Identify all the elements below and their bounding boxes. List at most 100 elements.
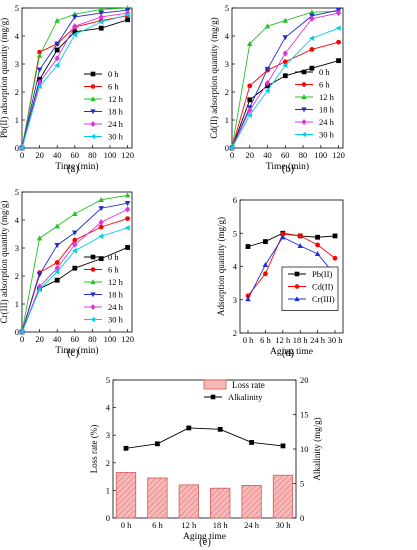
y2-tick-label: 0 (300, 513, 304, 523)
x-tick-label: 6 h (260, 335, 271, 345)
data-point (335, 25, 341, 31)
legend-label: 18 h (319, 105, 335, 115)
data-point (98, 6, 104, 12)
x-tick-label: 0 (230, 150, 234, 160)
x-tick-label: 60 (71, 150, 80, 160)
x-tick-label: 0 (20, 334, 24, 344)
data-point (36, 79, 43, 86)
x-axis-label: Time (min) (55, 345, 98, 356)
series-line (247, 233, 336, 297)
legend-marker (301, 69, 307, 75)
x-axis-label: Aging time (183, 532, 226, 542)
series-line (21, 218, 128, 333)
data-point (72, 237, 78, 243)
y2-tick-label: 5 (300, 479, 304, 489)
x-tick-label: 12 h (181, 520, 197, 530)
y-tick-label: 2 (15, 271, 19, 281)
panel-label: (e) (199, 537, 211, 548)
data-point (229, 145, 235, 151)
plot-frame (112, 379, 297, 519)
data-point (247, 97, 253, 103)
legend-marker (294, 271, 300, 277)
y-tick-label: 1 (15, 299, 19, 309)
x-tick-label: 20 (246, 150, 255, 160)
x-tick-label: 18 h (293, 335, 309, 345)
data-point (124, 12, 130, 18)
x-tick-label: 20 (35, 334, 44, 344)
y2-tick-label: 15 (300, 410, 309, 420)
x-tick-label: 100 (314, 150, 327, 160)
series-line (21, 202, 128, 333)
data-point (336, 58, 341, 64)
legend-label: 12 h (108, 277, 124, 287)
data-point (309, 15, 315, 22)
data-point (125, 216, 130, 222)
data-point (98, 25, 104, 31)
data-point (264, 66, 271, 72)
y-tick-label: 3 (233, 295, 237, 305)
data-point (309, 47, 315, 52)
data-point (36, 52, 43, 58)
data-point (124, 192, 131, 198)
legend-marker (90, 279, 96, 285)
data-point (309, 35, 315, 41)
y-axis-label: Cd(II) adsorption quantity (mg/g) (209, 17, 219, 138)
series-line (231, 41, 339, 149)
panel-label: (b) (282, 164, 295, 175)
series-line (21, 15, 128, 149)
data-point (125, 17, 130, 23)
data-point (98, 219, 104, 226)
data-point (217, 426, 223, 432)
data-point (72, 241, 78, 248)
legend-label: 0 h (108, 69, 119, 79)
legend-swatch (203, 379, 227, 390)
panel-label: (a) (67, 164, 79, 175)
data-point (19, 329, 25, 335)
legend-marker (90, 71, 96, 77)
data-point (282, 73, 288, 79)
data-point (123, 445, 129, 451)
data-point (264, 23, 271, 29)
bar-hatch (116, 472, 136, 518)
x-tick-label: 40 (53, 150, 62, 160)
data-point (245, 296, 251, 302)
y-tick-label: 0 (15, 327, 19, 337)
x-tick-label: 12 h (275, 335, 291, 345)
series-line (21, 14, 128, 149)
data-point (282, 50, 288, 57)
bar-hatch (179, 484, 199, 518)
data-point (264, 79, 271, 87)
data-point (54, 260, 60, 265)
data-point (72, 14, 78, 20)
plot-frame (21, 191, 133, 333)
legend-marker (90, 133, 96, 140)
data-point (282, 17, 289, 23)
data-point (72, 265, 78, 271)
legend-label: Cr(III) (312, 294, 335, 304)
data-point (125, 245, 130, 250)
data-point (19, 145, 25, 151)
data-point (262, 261, 269, 267)
y-tick-label: 3 (225, 59, 229, 69)
data-point (332, 255, 338, 261)
panel-label: (d) (282, 348, 295, 359)
y-tick-label: 4 (106, 403, 111, 413)
data-point (282, 62, 288, 69)
data-point (336, 39, 341, 45)
data-point (124, 201, 131, 207)
series-line (247, 236, 336, 300)
y-tick-label: 3 (15, 59, 19, 69)
legend-marker (301, 131, 307, 138)
data-point (280, 231, 286, 237)
legend-marker (301, 119, 307, 125)
legend-label: 0 h (319, 67, 330, 77)
data-point (263, 239, 268, 244)
y-tick-label: 6 (233, 195, 237, 205)
data-point (280, 443, 286, 449)
data-point (309, 9, 315, 15)
legend-label: Loss rate (232, 380, 265, 390)
series-line (231, 27, 339, 149)
y2-tick-label: 10 (300, 444, 309, 454)
legend-label: 6 h (319, 80, 330, 90)
data-point (36, 67, 43, 73)
